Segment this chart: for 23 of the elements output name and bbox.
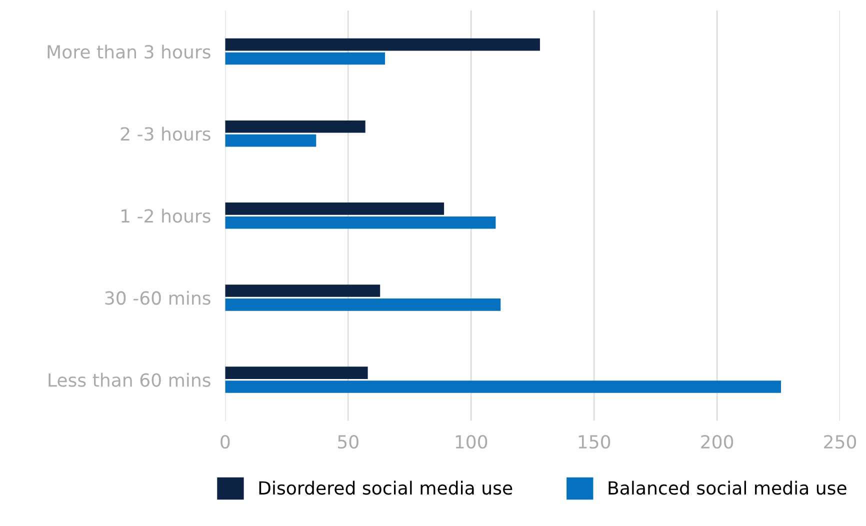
x-tick-label: 0 bbox=[220, 435, 230, 449]
bar bbox=[225, 52, 386, 65]
bar bbox=[225, 298, 501, 311]
x-tick-label: 50 bbox=[338, 435, 358, 449]
x-tick-label: 150 bbox=[578, 435, 610, 449]
legend-label: Disordered social media use bbox=[259, 480, 512, 495]
x-tick-label: 200 bbox=[701, 435, 734, 449]
bar bbox=[225, 120, 366, 133]
x-tick-label: 250 bbox=[824, 435, 856, 449]
bar bbox=[225, 284, 380, 297]
bar bbox=[225, 366, 368, 379]
bar bbox=[225, 216, 496, 229]
bar bbox=[225, 38, 540, 51]
y-tick-label: Less than 60 mins bbox=[48, 372, 210, 387]
y-tick-label: More than 3 hours bbox=[48, 44, 210, 59]
bar bbox=[225, 134, 316, 147]
legend-label: Balanced social media use bbox=[608, 480, 846, 495]
bar bbox=[225, 380, 781, 393]
y-tick-label: 1 -2 hours bbox=[122, 208, 210, 223]
y-tick-label: 2 -3 hours bbox=[120, 126, 210, 141]
bar bbox=[225, 202, 444, 215]
x-tick-label: 100 bbox=[456, 435, 488, 449]
y-tick-label: 30 -60 mins bbox=[105, 290, 210, 305]
